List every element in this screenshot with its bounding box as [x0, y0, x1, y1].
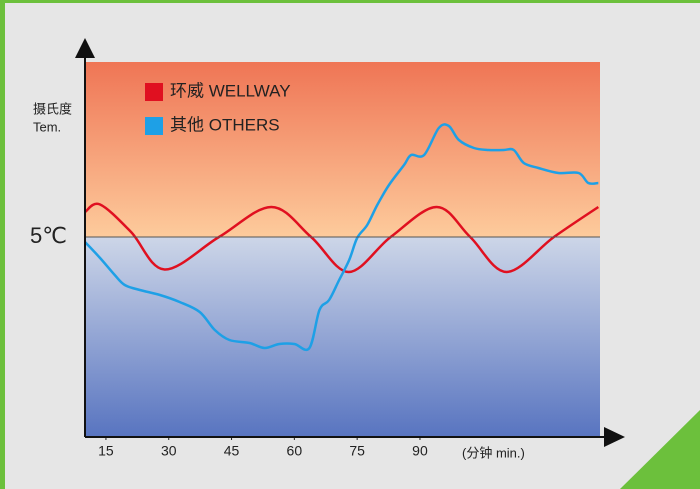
border-top	[0, 0, 700, 3]
y-label: Tem.	[33, 119, 61, 134]
corner	[620, 410, 700, 489]
series-line	[84, 123, 599, 352]
cool-zone	[85, 237, 600, 437]
x-tick-label: 15	[98, 443, 114, 459]
legend-label: 其他 OTHERS	[170, 115, 280, 134]
x-label: (分钟 min.)	[462, 445, 525, 460]
y-label-cn: 摄氏度	[33, 101, 72, 116]
y-tick-label: 5℃	[30, 223, 67, 248]
x-tick-label: 60	[287, 443, 303, 459]
series-line	[84, 202, 600, 274]
x-tick-label: 90	[412, 443, 428, 459]
plot-area	[84, 62, 600, 437]
x-tick-label: 75	[349, 443, 365, 459]
legend-swatch	[145, 83, 163, 101]
x-tick-label: 30	[161, 443, 177, 459]
x-arrow	[604, 427, 625, 447]
legend-swatch	[145, 117, 163, 135]
legend-label: 环威 WELLWAY	[170, 81, 291, 100]
border-left	[0, 0, 5, 489]
x-tick-label: 45	[224, 443, 240, 459]
y-arrow	[75, 38, 95, 58]
